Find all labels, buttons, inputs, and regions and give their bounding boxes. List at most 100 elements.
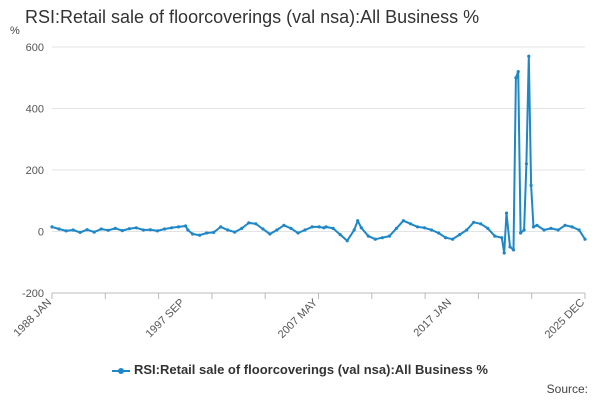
data-point[interactable] (71, 228, 75, 232)
data-point[interactable] (527, 54, 531, 58)
data-point[interactable] (352, 228, 356, 232)
data-point[interactable] (549, 226, 553, 230)
data-point[interactable] (233, 230, 237, 234)
gridlines (52, 46, 585, 294)
data-point[interactable] (127, 227, 131, 231)
data-point[interactable] (380, 236, 384, 240)
data-point[interactable] (85, 228, 89, 232)
data-point[interactable] (583, 237, 587, 241)
y-tick-label: 0 (38, 227, 44, 239)
data-point[interactable] (504, 211, 509, 215)
source-label[interactable]: Source: (546, 382, 588, 396)
data-point[interactable] (57, 227, 61, 231)
data-point[interactable] (514, 76, 518, 80)
y-tick-label: 200 (26, 165, 44, 177)
data-point[interactable] (240, 226, 244, 230)
data-point[interactable] (508, 245, 512, 249)
data-point[interactable] (542, 228, 546, 232)
data-point[interactable] (373, 237, 377, 241)
data-point[interactable] (465, 228, 469, 232)
data-point[interactable] (522, 228, 526, 232)
chart-title: RSI:Retail sale of floorcoverings (val n… (25, 7, 480, 27)
data-point[interactable] (511, 248, 516, 252)
x-tick-label: 2017 JAN (411, 297, 454, 340)
data-point[interactable] (472, 220, 476, 224)
data-point[interactable] (226, 228, 230, 232)
data-point[interactable] (556, 228, 560, 232)
y-axis: -200 0 200 400 600 (22, 42, 44, 300)
data-point[interactable] (113, 226, 117, 230)
data-point[interactable] (356, 219, 360, 223)
data-point[interactable] (529, 183, 533, 187)
data-point[interactable] (394, 226, 398, 230)
x-tick-label: 2007 MAY (276, 296, 321, 341)
data-point[interactable] (261, 227, 265, 231)
data-point[interactable] (141, 228, 145, 232)
data-point[interactable] (437, 231, 441, 235)
data-point[interactable] (524, 162, 529, 166)
data-point[interactable] (247, 221, 251, 225)
data-point[interactable] (500, 236, 504, 240)
data-point[interactable] (422, 226, 427, 230)
data-point[interactable] (479, 222, 483, 226)
data-point[interactable] (198, 233, 202, 237)
data-point[interactable] (338, 233, 342, 237)
data-point[interactable] (268, 232, 272, 236)
data-point[interactable] (64, 229, 68, 233)
data-point[interactable] (120, 229, 124, 233)
data-point[interactable] (387, 234, 391, 238)
data-point[interactable] (408, 222, 413, 226)
data-point[interactable] (359, 226, 363, 230)
y-tick-label: 600 (26, 42, 44, 54)
x-tick-label: 1997 SEP (144, 297, 188, 341)
data-point[interactable] (444, 236, 448, 240)
data-point[interactable] (99, 227, 103, 231)
data-point[interactable] (486, 226, 490, 230)
data-point[interactable] (458, 233, 462, 237)
data-point[interactable] (148, 228, 152, 232)
data-point[interactable] (186, 228, 190, 232)
data-point[interactable] (366, 234, 370, 238)
data-point[interactable] (254, 222, 258, 226)
data-point[interactable] (169, 226, 174, 230)
data-point[interactable] (531, 225, 536, 229)
data-point[interactable] (577, 228, 581, 232)
data-point[interactable] (303, 228, 307, 232)
data-point[interactable] (92, 230, 96, 234)
data-point[interactable] (516, 70, 520, 74)
data-point[interactable] (331, 226, 335, 230)
data-point[interactable] (191, 232, 195, 236)
data-point[interactable] (401, 219, 405, 223)
data-point[interactable] (155, 229, 159, 233)
data-point[interactable] (519, 231, 523, 235)
data-point[interactable] (451, 237, 455, 241)
data-point[interactable] (415, 225, 420, 229)
legend[interactable]: RSI:Retail sale of floorcoverings (val n… (0, 362, 600, 377)
data-point[interactable] (78, 230, 82, 234)
y-axis-unit-label: % (10, 25, 20, 37)
data-point[interactable] (324, 225, 328, 229)
data-point[interactable] (183, 224, 188, 228)
data-point[interactable] (563, 223, 567, 227)
data-point[interactable] (275, 228, 279, 232)
data-point[interactable] (493, 234, 497, 238)
data-point[interactable] (162, 227, 167, 231)
data-point[interactable] (429, 228, 434, 232)
data-point[interactable] (134, 226, 138, 230)
data-point[interactable] (219, 225, 223, 229)
data-point[interactable] (106, 228, 110, 232)
data-point[interactable] (176, 225, 181, 229)
data-point[interactable] (502, 251, 506, 255)
data-point[interactable] (289, 226, 293, 230)
data-point[interactable] (570, 225, 574, 229)
data-point[interactable] (282, 223, 286, 227)
data-point[interactable] (296, 231, 300, 235)
data-point[interactable] (50, 225, 54, 229)
data-point[interactable] (317, 225, 321, 229)
data-point[interactable] (535, 223, 539, 227)
data-point[interactable] (345, 239, 349, 243)
data-point[interactable] (212, 230, 216, 234)
data-point[interactable] (205, 231, 209, 235)
data-point[interactable] (310, 225, 314, 229)
